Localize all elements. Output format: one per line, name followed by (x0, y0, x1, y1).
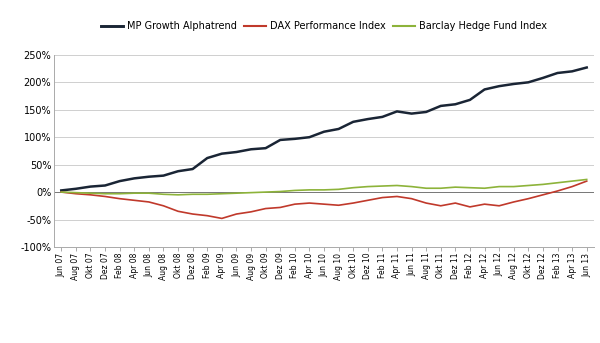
Legend: MP Growth Alphatrend, DAX Performance Index, Barclay Hedge Fund Index: MP Growth Alphatrend, DAX Performance In… (98, 17, 550, 35)
